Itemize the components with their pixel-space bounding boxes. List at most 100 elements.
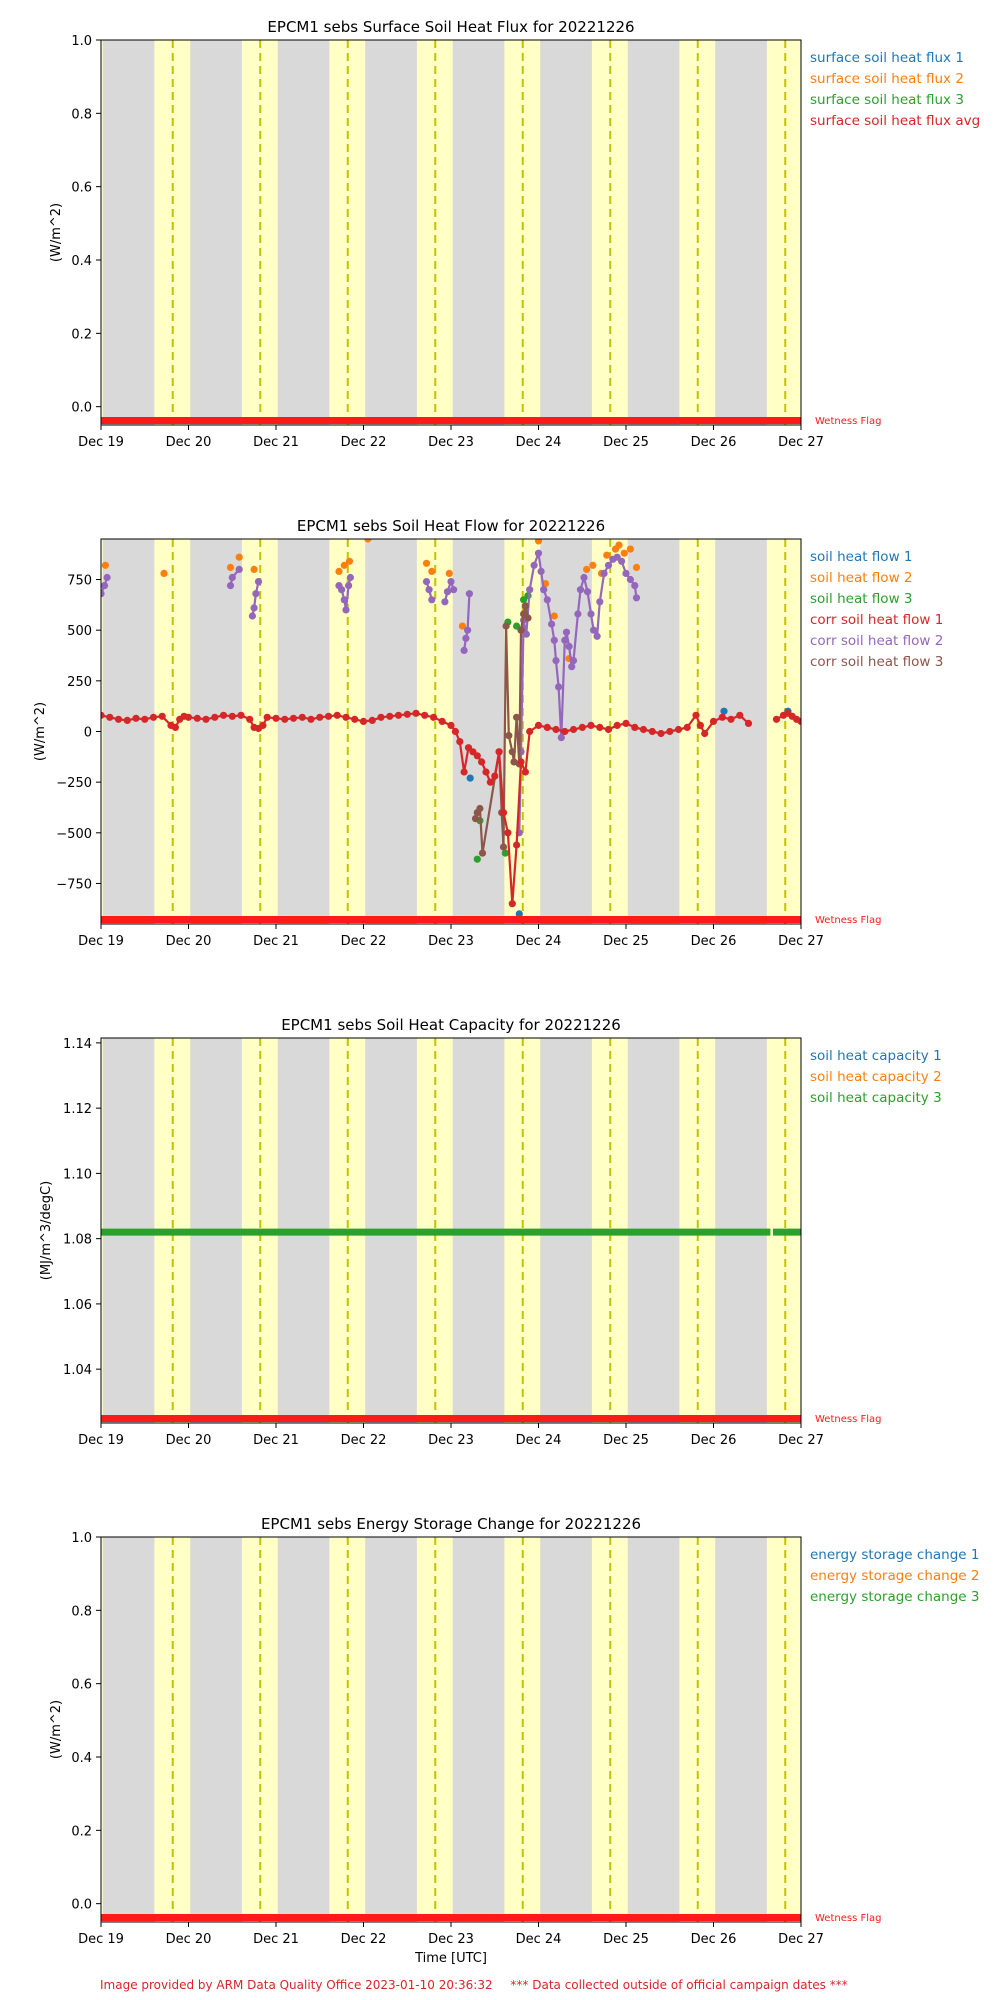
y-tick-label: 0.0: [71, 1898, 92, 1913]
daylight-band: [241, 1537, 278, 1922]
data-point: [345, 582, 353, 590]
data-point: [443, 588, 452, 596]
data-point: [589, 561, 597, 569]
series-line: [251, 581, 260, 617]
data-point: [683, 723, 691, 732]
data-point: [534, 721, 543, 730]
data-point: [340, 561, 348, 569]
data-point: [259, 721, 267, 730]
data-point: [517, 758, 525, 766]
data-point: [744, 719, 753, 728]
data-point: [149, 713, 158, 721]
legend-entry: surface soil heat flux 1: [810, 50, 964, 66]
y-axis-label: (MJ/m^3/degC): [39, 1181, 54, 1280]
data-point: [377, 713, 385, 721]
data-point: [578, 723, 586, 732]
data-point: [587, 610, 595, 618]
legend-entry: soil heat capacity 3: [810, 1090, 942, 1106]
wetness-flag-label: Wetness Flag: [815, 1414, 881, 1425]
data-point: [515, 910, 523, 918]
data-point: [421, 711, 429, 719]
data-point: [534, 549, 543, 557]
data-point: [604, 561, 613, 569]
x-tick-label: Dec 26: [691, 1932, 737, 1947]
data-point: [237, 711, 245, 719]
chart-title: EPCM1 sebs Surface Soil Heat Flux for 20…: [267, 18, 634, 36]
y-tick-label: 0.6: [71, 1678, 92, 1693]
chart-panel-1: Wetness Flag Dec 19 Dec 20 Dec 21 Dec 22 Dec …: [49, 18, 980, 450]
data-point: [517, 626, 525, 634]
legend-entry: soil heat capacity 1: [810, 1048, 942, 1064]
wetness-flag-bar: [101, 417, 801, 424]
data-point: [281, 715, 289, 723]
y-tick-label: 500: [67, 624, 92, 639]
data-point: [524, 614, 532, 622]
data-point: [692, 711, 700, 719]
y-tick-label: 1.06: [63, 1298, 92, 1313]
data-point: [505, 732, 513, 740]
data-point: [158, 712, 166, 720]
daylight-band: [504, 1537, 541, 1922]
data-point: [160, 569, 168, 578]
data-point: [342, 713, 350, 721]
data-point: [101, 711, 105, 719]
y-tick-label: 0.0: [71, 401, 92, 416]
data-point: [632, 563, 641, 572]
chart-panel-2: Wetness Flag Dec 19 Dec 20 Dec 21 Dec 22 Dec …: [33, 517, 943, 949]
data-point: [462, 634, 470, 642]
x-tick-label: Dec 25: [603, 1433, 649, 1448]
y-tick-label: 0.8: [71, 1604, 92, 1619]
legend-entry: soil heat capacity 2: [810, 1069, 942, 1085]
data-point: [587, 721, 595, 730]
data-point: [478, 849, 487, 857]
wetness-flag-label: Wetness Flag: [815, 915, 881, 926]
y-tick-label: 1.10: [63, 1167, 92, 1182]
data-point: [345, 557, 354, 565]
footer-credit: Image provided by ARM Data Quality Offic…: [100, 1978, 493, 1992]
legend-entry: surface soil heat flux 3: [810, 92, 964, 108]
x-tick-label: Dec 25: [603, 435, 649, 450]
legend-entry: energy storage change 1: [810, 1547, 979, 1563]
data-point: [513, 713, 521, 721]
y-tick-label: 0.2: [71, 327, 92, 342]
legend-entry: corr soil heat flow 1: [810, 612, 943, 628]
x-tick-label: Dec 26: [691, 1433, 737, 1448]
data-point: [543, 596, 551, 604]
data-point: [228, 573, 236, 582]
chart-title: EPCM1 sebs Soil Heat Flow for 20221226: [297, 517, 605, 535]
data-point: [526, 586, 534, 594]
x-tick-label: Dec 26: [691, 435, 737, 450]
data-point: [561, 636, 569, 644]
data-point: [772, 715, 781, 723]
data-point: [478, 758, 486, 766]
wetness-flag-bar: [101, 916, 801, 923]
data-point: [561, 727, 569, 736]
data-point: [499, 809, 508, 817]
y-tick-label: 0: [84, 726, 92, 741]
x-tick-label: Dec 27: [778, 1932, 824, 1947]
data-point: [368, 716, 376, 725]
data-point: [501, 849, 509, 857]
daylight-band: [766, 539, 801, 924]
data-point: [604, 725, 613, 734]
data-point: [123, 716, 131, 725]
x-tick-label: Dec 24: [516, 934, 562, 949]
data-point: [552, 657, 560, 665]
data-point: [797, 717, 801, 725]
chart-title: EPCM1 sebs Energy Storage Change for 202…: [261, 1515, 641, 1533]
data-point: [626, 575, 635, 584]
chart-panel-3: Wetness Flag Dec 19 Dec 20 Dec 21 Dec 22 Dec …: [39, 1016, 942, 1448]
data-point: [499, 843, 508, 851]
legend-entry: corr soil heat flow 2: [810, 633, 943, 649]
data-point: [103, 573, 111, 582]
data-point: [569, 657, 578, 665]
data-point: [456, 738, 464, 746]
legend-entry: energy storage change 3: [810, 1589, 979, 1605]
data-point: [526, 727, 534, 736]
x-tick-label: Dec 25: [603, 934, 649, 949]
data-point: [548, 620, 556, 628]
x-tick-label: Dec 24: [516, 1932, 562, 1947]
data-point: [460, 768, 468, 776]
daylight-band: [154, 539, 191, 924]
data-point: [534, 539, 543, 545]
